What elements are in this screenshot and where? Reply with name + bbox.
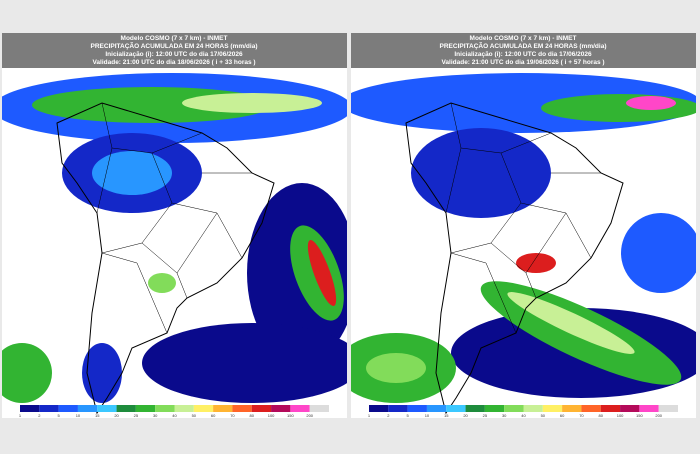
scale-label: 60 — [211, 413, 216, 418]
scale-swatch — [39, 405, 59, 412]
header-line: PRECIPITAÇÃO ACUMULADA EM 24 HORAS (mm/d… — [91, 41, 258, 50]
scale-label: 5 — [407, 413, 410, 418]
scale-swatch — [523, 405, 543, 412]
scale-label: 20 — [114, 413, 119, 418]
scale-label: 15 — [95, 413, 100, 418]
scale-label: 200 — [306, 413, 313, 418]
scale-swatch — [581, 405, 601, 412]
scale-swatch — [639, 405, 659, 412]
scale-label: 60 — [560, 413, 565, 418]
scale-swatch — [290, 405, 310, 412]
scale-swatch — [600, 405, 621, 412]
scale-swatch — [20, 405, 40, 412]
header-line: PRECIPITAÇÃO ACUMULADA EM 24 HORAS (mm/d… — [440, 41, 607, 50]
header-line: Inicialização (i): 12:00 UTC do dia 17/0… — [454, 51, 592, 58]
scale-label: 15 — [444, 413, 449, 418]
scale-label: 30 — [153, 413, 158, 418]
scale-label: 2 — [38, 413, 41, 418]
header-line: Modelo COSMO (7 x 7 km) - INMET — [121, 35, 228, 42]
header-line: Modelo COSMO (7 x 7 km) - INMET — [470, 35, 577, 42]
scale-label: 1 — [368, 413, 371, 418]
scale-swatch — [446, 405, 466, 412]
scale-swatch — [251, 405, 272, 412]
scale-label: 5 — [58, 413, 61, 418]
scale-swatch — [542, 405, 563, 412]
scale-label: 80 — [250, 413, 255, 418]
scale-swatch — [658, 405, 678, 412]
scale-swatch — [504, 405, 524, 412]
scale-label: 10 — [76, 413, 81, 418]
scale-label: 70 — [230, 413, 235, 418]
scale-swatch — [620, 405, 640, 412]
header-line: Inicialização (i): 12:00 UTC do dia 17/0… — [105, 51, 243, 58]
scale-swatch — [193, 405, 214, 412]
scale-swatch — [562, 405, 582, 412]
scale-label: 25 — [134, 413, 139, 418]
scale-swatch — [465, 405, 485, 412]
scale-swatch — [407, 405, 427, 412]
scale-swatch — [213, 405, 233, 412]
scale-swatch — [484, 405, 505, 412]
scale-label: 20 — [463, 413, 468, 418]
map-panel: Modelo COSMO (7 x 7 km) - INMETPRECIPITA… — [351, 33, 696, 418]
scale-swatch — [174, 405, 194, 412]
scale-label: 10 — [425, 413, 430, 418]
scale-label: 1 — [19, 413, 22, 418]
scale-swatch — [309, 405, 329, 412]
scale-label: 50 — [541, 413, 546, 418]
scale-label: 30 — [502, 413, 507, 418]
header-line: Validade: 21:00 UTC do dia 19/06/2026 ( … — [441, 59, 604, 66]
scale-label: 50 — [192, 413, 197, 418]
scale-label: 200 — [655, 413, 662, 418]
scale-label: 25 — [483, 413, 488, 418]
scale-swatch — [77, 405, 98, 412]
map-panel: Modelo COSMO (7 x 7 km) - INMETPRECIPITA… — [2, 33, 347, 418]
scale-swatch — [97, 405, 117, 412]
scale-swatch — [155, 405, 175, 412]
scale-swatch — [116, 405, 136, 412]
scale-label: 40 — [172, 413, 177, 418]
scale-label: 70 — [579, 413, 584, 418]
scale-swatch — [271, 405, 291, 412]
scale-swatch — [369, 405, 389, 412]
scale-swatch — [58, 405, 78, 412]
scale-label: 150 — [287, 413, 294, 418]
scale-swatch — [232, 405, 252, 412]
scale-label: 100 — [268, 413, 275, 418]
scale-label: 80 — [599, 413, 604, 418]
scale-swatch — [426, 405, 447, 412]
scale-label: 40 — [521, 413, 526, 418]
scale-label: 150 — [636, 413, 643, 418]
scale-swatch — [135, 405, 156, 412]
scale-label: 2 — [387, 413, 390, 418]
scale-swatch — [388, 405, 408, 412]
scale-label: 100 — [617, 413, 624, 418]
header-line: Validade: 21:00 UTC do dia 18/06/2026 ( … — [92, 59, 255, 66]
